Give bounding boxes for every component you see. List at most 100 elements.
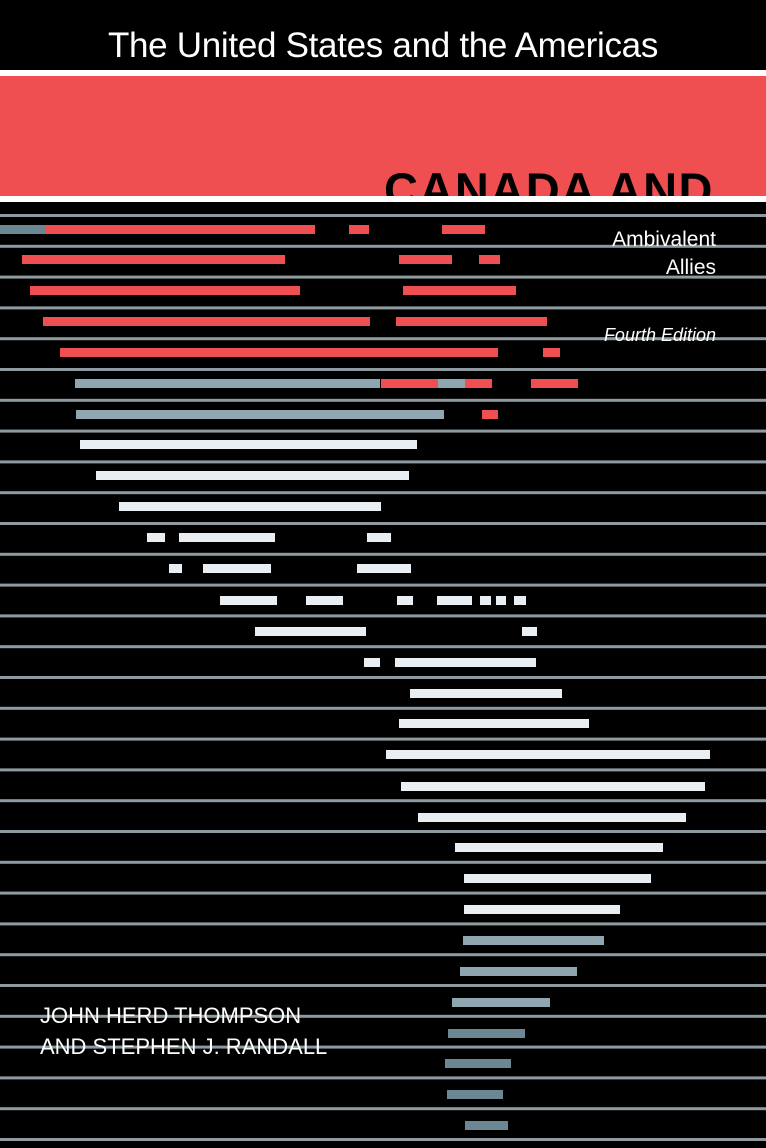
map-stripe-segment — [75, 379, 380, 388]
map-stripe-segment — [30, 286, 300, 295]
background-stripe-line — [0, 645, 766, 649]
book-title-line-2: THE UNITED STATES — [215, 215, 714, 268]
title-band: CANADA AND THE UNITED STATES — [0, 76, 766, 268]
background-stripe-line — [0, 799, 766, 803]
background-stripe-line — [0, 337, 766, 341]
map-stripe-segment — [169, 564, 182, 573]
background-stripe-line — [0, 768, 766, 772]
map-stripe-segment — [447, 1090, 503, 1099]
background-stripe-line — [0, 429, 766, 433]
map-stripe-segment — [203, 564, 271, 573]
map-stripe-segment — [403, 286, 516, 295]
map-stripe-segment — [480, 596, 491, 605]
map-stripe-segment — [438, 379, 465, 388]
map-stripe-segment — [43, 317, 370, 326]
map-stripe-segment — [80, 440, 417, 449]
map-stripe-segment — [76, 410, 444, 419]
map-stripe-segment — [397, 596, 413, 605]
map-stripe-segment — [357, 564, 411, 573]
background-stripe-line — [0, 984, 766, 987]
map-stripe-segment — [306, 596, 343, 605]
edition-label: Fourth Edition — [603, 325, 716, 345]
map-stripe-segment — [410, 689, 562, 698]
background-stripe-line — [0, 953, 766, 957]
map-stripe-segment — [367, 533, 391, 542]
book-title-line-1: CANADA AND — [383, 163, 714, 216]
background-stripe-line — [0, 1014, 766, 1018]
map-stripe-segment — [465, 1121, 508, 1130]
author-line-2: AND STEPHEN J. RANDALL — [40, 1034, 328, 1059]
background-stripe-line — [0, 676, 766, 679]
map-stripe-segment — [543, 348, 560, 357]
map-stripe-segment — [514, 596, 526, 605]
background-stripe-line — [0, 306, 766, 310]
background-stripe-line — [0, 860, 766, 864]
author-line-1: JOHN HERD THOMPSON — [40, 1003, 302, 1028]
background-stripe-line — [0, 460, 766, 464]
map-stripe-segment — [396, 317, 547, 326]
background-stripe-line — [0, 1076, 766, 1080]
map-stripe-segment — [496, 596, 506, 605]
map-stripe-segment — [22, 255, 285, 264]
background-stripe-line — [0, 368, 766, 371]
map-stripe-segment — [531, 379, 578, 388]
map-stripe-segment — [45, 225, 315, 234]
map-stripe-segment — [386, 750, 710, 759]
map-stripe-segment — [399, 255, 452, 264]
title-band-top-rule — [0, 70, 766, 76]
book-subtitle: Ambivalent Allies — [416, 226, 716, 282]
background-stripe-line — [0, 830, 766, 833]
map-stripe-segment — [448, 1029, 525, 1038]
background-stripe-line — [0, 1138, 766, 1141]
map-stripe-segment — [464, 874, 651, 883]
map-stripe-segment — [479, 255, 500, 264]
map-stripe-segment — [522, 627, 537, 636]
map-stripe-segment — [463, 936, 604, 945]
map-stripe-segment — [0, 225, 45, 234]
map-stripe-segment — [482, 410, 498, 419]
map-stripe-segment — [395, 658, 536, 667]
subtitle-line-2: Allies — [665, 256, 716, 279]
background-stripe-line — [0, 922, 766, 926]
map-stripe-segment — [96, 471, 409, 480]
background-stripe-line — [0, 214, 766, 217]
map-stripe-segment — [418, 813, 686, 822]
background-stripe-line — [0, 891, 766, 895]
background-stripe-line — [0, 614, 766, 618]
map-stripe-segment — [464, 905, 620, 914]
map-stripe-segment — [179, 533, 275, 542]
background-stripe-line — [0, 398, 766, 402]
subtitle-line-1: Ambivalent — [612, 228, 716, 251]
map-stripe-segment — [147, 533, 165, 542]
map-stripe-segment — [460, 967, 577, 976]
background-stripe-line — [0, 552, 766, 556]
map-stripe-segment — [255, 627, 366, 636]
background-stripe-line — [0, 522, 766, 525]
background-stripe-line — [0, 1045, 766, 1049]
map-stripe-segment — [381, 379, 438, 388]
map-stripe-segment — [437, 596, 472, 605]
background-stripe-line — [0, 491, 766, 495]
background-stripe-line — [0, 1107, 766, 1111]
map-stripe-segment — [364, 658, 380, 667]
map-stripe-segment — [445, 1059, 511, 1068]
map-stripe-segment — [401, 782, 705, 791]
map-stripe-segment — [60, 348, 498, 357]
map-stripe-segment — [465, 379, 492, 388]
background-stripe-line — [0, 706, 766, 710]
background-stripe-line — [0, 737, 766, 741]
map-stripe-segment — [349, 225, 369, 234]
background-stripe-line — [0, 275, 766, 279]
background-stripe-line — [0, 244, 766, 248]
map-stripe-segment — [442, 225, 485, 234]
map-stripe-segment — [455, 843, 663, 852]
map-stripe-segment — [119, 502, 381, 511]
series-title: The United States and the Americas — [107, 26, 659, 65]
map-stripe-segment — [399, 719, 589, 728]
map-stripe-segment — [220, 596, 277, 605]
title-band-bottom-rule — [0, 196, 766, 202]
map-stripe-segment — [452, 998, 550, 1007]
background-stripe-line — [0, 583, 766, 587]
